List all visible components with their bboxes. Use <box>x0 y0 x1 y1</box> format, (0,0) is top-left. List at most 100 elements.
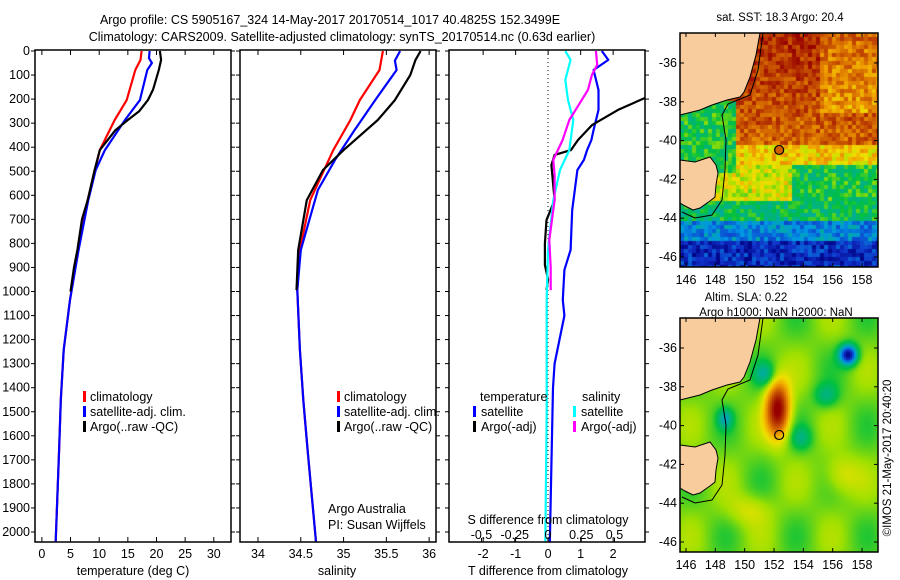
x-tick-label: 34 <box>251 547 265 561</box>
x-tick-label: 5 <box>67 547 74 561</box>
legend-marker-climatology <box>83 391 86 402</box>
x-tick-label: 1 <box>577 547 584 561</box>
legend-marker-argo <box>337 421 340 432</box>
lon-tick-label: 146 <box>676 558 697 572</box>
series-line-salinity-argo-adj- <box>548 50 599 291</box>
legend-label: Argo(..raw -QC) <box>344 420 432 434</box>
x-tick-label: 20 <box>150 547 164 561</box>
depth-tick-label: 100 <box>9 68 30 82</box>
legend-label: satellite-adj. clim. <box>90 405 186 419</box>
legend-label: Argo(-adj) <box>481 420 537 434</box>
legend-marker-s-argo <box>573 421 576 432</box>
depth-tick-label: 900 <box>9 260 30 274</box>
depth-tick-label: 300 <box>9 116 30 130</box>
lon-tick-label: 150 <box>734 558 755 572</box>
land-tasmania <box>679 156 719 211</box>
lat-tick-label: -44 <box>659 211 677 225</box>
salinity-legend: climatology satellite-adj. clim. Argo(..… <box>337 390 440 434</box>
s-tick-label: 0 <box>545 528 552 542</box>
legend-marker-satellite <box>83 406 86 417</box>
salinity-axis-label: salinity <box>318 564 357 578</box>
lat-tick-label: -42 <box>659 457 677 471</box>
series-group <box>295 50 422 542</box>
x-tick-label: 36 <box>422 547 436 561</box>
temperature-axis-label: temperature (deg C) <box>77 564 190 578</box>
x-tick-label: 2 <box>610 547 617 561</box>
lat-tick-label: -36 <box>659 56 677 70</box>
lon-tick-label: 146 <box>676 273 697 287</box>
difference-legend: temperature satellite Argo(-adj) salinit… <box>473 390 637 434</box>
series-line-argo-raw-qc- <box>295 50 422 291</box>
depth-tick-label: 1500 <box>2 405 30 419</box>
legend-marker-satellite <box>337 406 340 417</box>
s-tick-label: -0.25 <box>501 528 530 542</box>
depth-tick-label: 2000 <box>2 525 30 539</box>
depth-tick-label: 0 <box>23 44 30 58</box>
lon-tick-label: 158 <box>852 558 873 572</box>
map-frame <box>679 32 879 268</box>
s-tick-label: -0.5 <box>471 528 493 542</box>
x-tick-label: 10 <box>92 547 106 561</box>
lat-tick-label: -44 <box>659 496 677 510</box>
land-mainland <box>679 317 761 401</box>
lon-tick-label: 156 <box>822 558 843 572</box>
x-tick-label: 25 <box>178 547 192 561</box>
legend-title-salinity: salinity <box>582 390 621 404</box>
land-tasmania <box>679 441 719 496</box>
difference-panel: -2 -1 0 1 2 <box>445 49 649 561</box>
series-line-temperature-satellite <box>548 50 610 542</box>
s-tick-label: 0.25 <box>569 528 593 542</box>
depth-tick-label: 800 <box>9 236 30 250</box>
series-line-climatology <box>54 50 143 542</box>
legend-marker-t-satellite <box>473 406 476 417</box>
lat-tick-label: -42 <box>659 172 677 186</box>
x-tick-label: 30 <box>207 547 221 561</box>
x-tick-label: 0 <box>545 547 552 561</box>
temperature-panel: 0100200300400500600700800900100011001200… <box>2 44 235 561</box>
series-line-satellite-adj-clim- <box>54 50 153 542</box>
lat-tick-label: -36 <box>659 341 677 355</box>
annotation-pi: PI: Susan Wijffels <box>328 518 426 532</box>
legend-marker-s-satellite <box>573 406 576 417</box>
lon-tick-label: 158 <box>852 273 873 287</box>
legend-marker-t-argo <box>473 421 476 432</box>
panel-frame <box>239 49 437 543</box>
series-group <box>54 50 163 542</box>
legend-label: satellite-adj. clim. <box>344 405 440 419</box>
legend-label: Argo(-adj) <box>581 420 637 434</box>
series-line-satellite-adj-clim- <box>296 50 402 542</box>
depth-tick-label: 1600 <box>2 429 30 443</box>
lat-tick-label: -46 <box>659 535 677 549</box>
lon-tick-label: 154 <box>793 273 814 287</box>
depth-tick-label: 500 <box>9 164 30 178</box>
s-difference-tick-labels: -0.5 -0.25 0 0.25 0.5 <box>471 528 623 542</box>
legend-label: satellite <box>481 405 523 419</box>
sla-map-subtitle: Argo h1000: NaN h2000: NaN <box>699 307 852 319</box>
lon-tick-label: 150 <box>734 273 755 287</box>
legend-marker-argo <box>83 421 86 432</box>
legend-label: Argo(..raw -QC) <box>90 420 178 434</box>
lat-tick-label: -40 <box>659 419 677 433</box>
depth-tick-label: 700 <box>9 212 30 226</box>
legend-title-temperature: temperature <box>480 390 547 404</box>
salinity-panel: 34 34.5 35 35.5 36 <box>236 49 440 561</box>
imos-timestamp: ©IMOS 21-May-2017 20:40:20 <box>882 380 894 537</box>
lat-tick-label: -38 <box>659 95 677 109</box>
isobath-line <box>681 317 764 504</box>
depth-tick-label: 1400 <box>2 381 30 395</box>
panel-frame <box>448 49 646 543</box>
depth-tick-label: 600 <box>9 188 30 202</box>
depth-tick-label: 400 <box>9 140 30 154</box>
temperature-legend: climatology satellite-adj. clim. Argo(..… <box>83 390 186 434</box>
panel-frame <box>34 49 232 543</box>
x-tick-label: 0 <box>38 547 45 561</box>
depth-tick-label: 1900 <box>2 501 30 515</box>
legend-label: climatology <box>90 390 153 404</box>
depth-tick-label: 200 <box>9 92 30 106</box>
sst-map-title: sat. SST: 18.3 Argo: 20.4 <box>716 12 844 24</box>
depth-tick-label: 1100 <box>3 309 30 323</box>
lon-tick-label: 154 <box>793 558 814 572</box>
depth-tick-label: 1800 <box>2 477 30 491</box>
